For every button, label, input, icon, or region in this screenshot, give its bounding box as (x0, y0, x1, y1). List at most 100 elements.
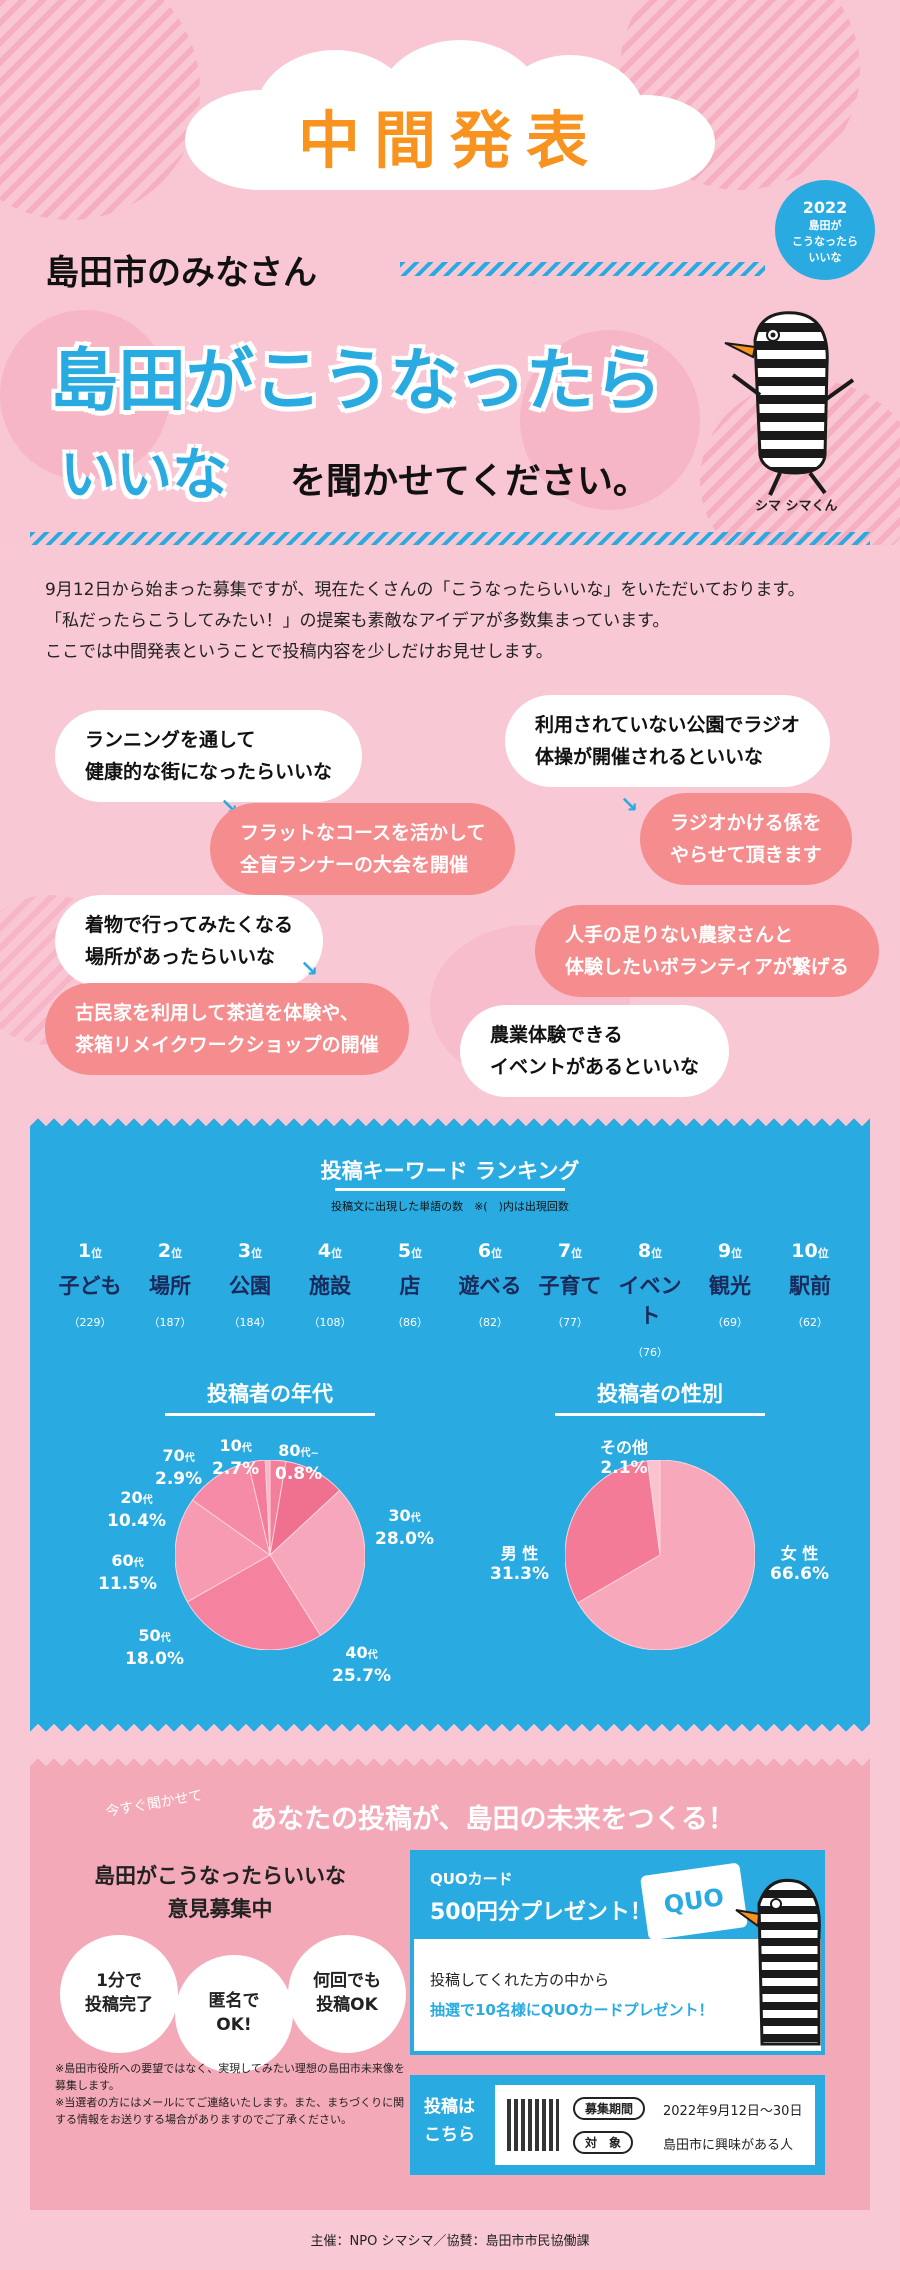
bubble-line: 全盲ランナーの大会を開催 (240, 854, 469, 876)
keyword-rank-item: 1位子ども （229） (50, 1240, 130, 1330)
bubble-line: イベントがあるといいな (490, 1056, 700, 1078)
intro-line: 9月12日から始まった募集ですが、現在たくさんの「こうなったらいいな」をいただい… (45, 580, 805, 600)
rank-word: 公園 (229, 1274, 271, 1298)
catch-small: 今すぐ聞かせて (104, 1787, 204, 1821)
quo-text: 投稿してくれた方の中から (430, 1971, 610, 1989)
mascot-name: シマ シマくん (755, 499, 838, 514)
post-info: 募集期間 2022年9月12日～30日 対 象 島田市に興味がある人 (495, 2085, 815, 2165)
pie-slice-30代 (269, 1489, 365, 1637)
keyword-rank-item: 5位店 （86） (370, 1240, 450, 1330)
keyword-ranking-list: 1位 子ども （229） 2位 場所 （187） 3位 公園 （184） 4位 施設 （108） 5位店… (50, 1240, 850, 1359)
bubble-line: フラットなコースを活かして (240, 822, 486, 844)
notes: ※島田市役所への要望ではなく、実現してみたい理想の島田市未来像を募集します。 ※… (55, 2060, 405, 2128)
idea-plan-running: フラットなコースを活かして 全盲ランナーの大会を開催 (210, 803, 516, 895)
rank-word: イベント (618, 1274, 682, 1328)
gender-label-other: その他 2.1% (600, 1438, 649, 1478)
target-value: 島田市に興味がある人 (663, 2138, 794, 2153)
bubble-line: 利用されていない公園でラジオ (535, 714, 801, 736)
rank-number: 1位 (77, 1240, 103, 1262)
quo-title: QUOカード (430, 1870, 513, 1888)
intro-line: 「私だったらこうしてみたい！」の提案も素敵なアイデアが多数集まっています。 (45, 611, 670, 631)
year-badge: 2022 島田が こうなったら いいな (775, 180, 875, 280)
keyword-ranking-title: 投稿キーワード ランキング (320, 1159, 580, 1183)
rank-word: 施設 (309, 1274, 351, 1298)
pie-slice-男性 (565, 1460, 661, 1604)
note-line: ※当選者の方にはメールにてご連絡いたします。また、まちづくりに関する情報をお送り… (55, 2096, 405, 2126)
rank-count: （69） (712, 1316, 748, 1329)
arrow-icon: ↘ (300, 957, 319, 982)
decor-stripe (0, 0, 200, 220)
age-label-70: 70代 2.9% (155, 1446, 203, 1489)
post-box: 投稿は こちら 募集期間 2022年9月12日～30日 対 象 島田市に興味がある… (410, 2075, 825, 2175)
bubble-line: ラジオかける係を (670, 812, 822, 834)
idea-wish-kimono: 着物で行ってみたくなる 場所があったらいいな (55, 895, 324, 987)
note-line: ※島田市役所への要望ではなく、実現してみたい理想の島田市未来像を募集します。 (55, 2062, 405, 2092)
rank-count: （86） (392, 1316, 428, 1329)
bubble-line: 体験したいボランティアが繋げる (565, 956, 849, 978)
rank-word: 子ども (58, 1274, 122, 1298)
rank-word: 駅前 (789, 1274, 831, 1298)
zigzag-edge (30, 1719, 870, 1735)
intro-line: ここでは中間発表ということで投稿内容を少しだけお見せします。 (45, 642, 553, 662)
decor-blob (0, 310, 170, 480)
idea-plan-farm: 人手の足りない農家さんと 体験したいボランティアが繋げる (535, 905, 879, 997)
keyword-rank-item: 7位子育て （77） (530, 1240, 610, 1330)
decor-blob (520, 330, 700, 510)
keyword-ranking-subtitle: 投稿文に出現した単語の数 ※( )内は出現回数 (331, 1200, 569, 1213)
rank-word: 店 (399, 1274, 421, 1298)
bubble-line: 健康的な街になったらいいな (85, 761, 333, 783)
quo-header: QUOカード 500円分プレゼント！ QUO (414, 1854, 821, 1941)
recruit-title-line: 島田がこうなったらいいな (94, 1864, 346, 1888)
keyword-rank-item: 4位 施設 （108） (290, 1240, 370, 1330)
rank-word: 遊べる (458, 1274, 522, 1298)
idea-wish-farm: 農業体験できる イベントがあるといいな (460, 1005, 730, 1097)
idea-plan-kimono: 古民家を利用して茶道を体験や、 茶箱リメイクワークショップの開催 (45, 983, 409, 1075)
quo-present: 500円分プレゼント！ (430, 1900, 652, 1925)
keyword-rank-item: 3位 公園 （184） (210, 1240, 290, 1330)
main-headline-3: を聞かせてください。 (290, 461, 649, 502)
age-label-40: 40代 25.7% (332, 1643, 391, 1686)
qr-code[interactable] (507, 2099, 559, 2151)
badge-text-3: いいな (808, 251, 842, 264)
page-title: 中間発表 (297, 104, 602, 177)
keyword-rank-item: 9位 観光 （69） (690, 1240, 770, 1330)
post-label: 投稿は こちら (424, 2097, 475, 2145)
pie-slice-40代 (186, 1554, 322, 1650)
rank-number: 10位 (791, 1240, 829, 1262)
keyword-rank-item: 6位 遊べる （82） (450, 1240, 530, 1330)
rank-count: （229） (68, 1316, 112, 1329)
pie-slice-60代 (191, 1461, 271, 1557)
main-headline-2: いいな (60, 443, 228, 508)
target-label: 対 象 (573, 2131, 634, 2154)
gender-chart-title: 投稿者の性別 (597, 1382, 723, 1406)
quo-card-icon: QUO (639, 1862, 749, 1941)
bubble-line: 古民家を利用して茶道を体験や、 (75, 1002, 359, 1024)
feature-circle-anonymous: 匿名で OK! (175, 1955, 293, 2073)
bubble-line: 場所があったらいいな (85, 946, 276, 968)
hero-section: 中間発表 島田市のみなさん 2022 島田が こうなったら いいな 島田がこうな… (0, 0, 900, 545)
main-headline-1: 島田がこうなったら (50, 342, 663, 421)
age-chart-title: 投稿者の年代 (207, 1382, 333, 1406)
rank-number: 5位 (397, 1240, 423, 1262)
rank-count: （62） (792, 1316, 828, 1329)
bubble-line: 人手の足りない農家さんと (565, 924, 794, 946)
wave-decor (30, 532, 870, 545)
title-underline (165, 1413, 375, 1416)
idea-wish-radio: 利用されていない公園でラジオ 体操が開催されるといいな (505, 695, 831, 787)
rank-number: 2位 (157, 1240, 183, 1262)
rank-word: 子育て (538, 1274, 602, 1298)
rank-number: 7位 (557, 1240, 583, 1262)
idea-wish-running: ランニングを通して 健康的な街になったらいいな (55, 710, 363, 802)
period-value: 2022年9月12日～30日 (663, 2104, 803, 2119)
quo-present-box: QUOカード 500円分プレゼント！ QUO 投稿してくれた方の中から 抽選で1… (410, 1850, 825, 2055)
pie-slice-その他 (646, 1460, 661, 1556)
rank-word: 観光 (709, 1274, 751, 1298)
rank-number: 8位 (637, 1240, 663, 1262)
rank-count: （77） (552, 1316, 588, 1329)
pie-slice-50代 (175, 1499, 271, 1603)
rank-count: （76） (632, 1346, 668, 1359)
rank-count: （82） (472, 1316, 508, 1329)
badge-year: 2022 (802, 198, 848, 217)
zigzag-edge (30, 1755, 870, 1771)
period-label: 募集期間 (573, 2097, 646, 2120)
